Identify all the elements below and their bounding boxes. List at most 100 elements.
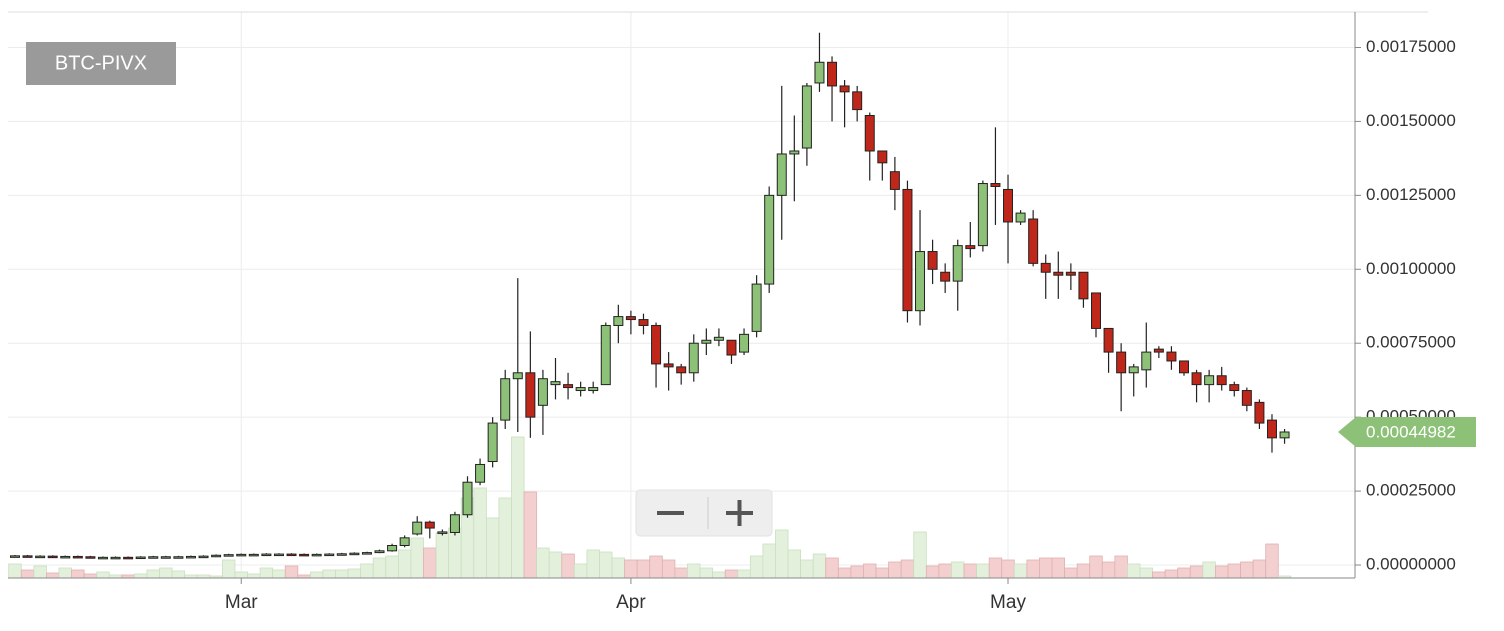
volume-bar bbox=[309, 571, 324, 579]
volume-bar bbox=[775, 529, 789, 579]
candle-body bbox=[47, 555, 58, 559]
volume-bar bbox=[133, 573, 148, 579]
volume-bar bbox=[925, 565, 940, 579]
candle-body bbox=[324, 553, 335, 557]
zoom-out-button[interactable] bbox=[638, 492, 704, 534]
volume-bar bbox=[498, 497, 512, 579]
candle-body bbox=[299, 553, 310, 557]
volume-bar bbox=[448, 527, 462, 579]
volume-bar bbox=[611, 557, 626, 579]
volume-bar bbox=[712, 571, 726, 579]
volume-bar bbox=[825, 557, 839, 579]
volume-bar bbox=[875, 567, 890, 579]
zoom-in-button[interactable] bbox=[710, 492, 770, 534]
y-tick-label: 0.00125000 bbox=[1366, 185, 1456, 204]
volume-bar bbox=[20, 569, 35, 579]
volume-bar bbox=[951, 561, 965, 579]
volume-bar bbox=[1240, 561, 1254, 579]
last-price-bg bbox=[1338, 416, 1476, 447]
volume-bar bbox=[46, 572, 60, 579]
volume-bar bbox=[1265, 543, 1279, 579]
candle-body bbox=[927, 251, 938, 270]
volume-bar bbox=[938, 563, 952, 579]
candle-body bbox=[437, 531, 448, 534]
candle-body bbox=[1040, 262, 1051, 273]
y-tick-label: 0.00150000 bbox=[1366, 111, 1456, 130]
volume-bar bbox=[1089, 555, 1103, 579]
candle-body bbox=[739, 333, 750, 353]
candle-body bbox=[1166, 351, 1177, 362]
volume-bar bbox=[322, 569, 336, 579]
candle-body bbox=[827, 61, 838, 87]
candle-body bbox=[1028, 218, 1039, 264]
volume-bar bbox=[71, 569, 85, 579]
candle-body bbox=[764, 194, 775, 285]
volume-bar bbox=[649, 555, 663, 579]
volume-bar bbox=[1114, 555, 1128, 579]
volume-bar bbox=[988, 557, 1003, 579]
volume-bar bbox=[284, 565, 299, 579]
candle-body bbox=[1204, 375, 1215, 386]
volume-bar bbox=[762, 543, 776, 579]
candle-body bbox=[1279, 431, 1290, 439]
volume-bar bbox=[699, 567, 714, 579]
volume-bar bbox=[171, 570, 186, 579]
volume-bar bbox=[599, 551, 613, 579]
candle-body bbox=[349, 552, 360, 556]
candle-body bbox=[487, 422, 498, 463]
candle-body bbox=[688, 342, 699, 374]
candle-body bbox=[160, 556, 171, 559]
candle-body bbox=[173, 556, 184, 559]
candle-body bbox=[801, 85, 812, 149]
candle-body bbox=[952, 245, 963, 282]
candle-body bbox=[462, 481, 473, 516]
candle-body bbox=[236, 553, 247, 557]
volume-bar bbox=[247, 573, 261, 579]
volume-bar bbox=[58, 567, 72, 579]
volume-bar bbox=[573, 563, 588, 579]
candle-body bbox=[1078, 271, 1089, 300]
candle-body bbox=[751, 283, 762, 332]
candle-body bbox=[1178, 360, 1189, 374]
candle-body bbox=[600, 324, 611, 386]
volume-bar bbox=[473, 487, 487, 579]
candle-body bbox=[588, 387, 599, 392]
volume-bar bbox=[548, 551, 563, 579]
candle-body bbox=[261, 553, 272, 557]
volume-bar bbox=[737, 569, 751, 579]
volume-bar bbox=[83, 573, 98, 579]
zoom-control bbox=[635, 489, 773, 537]
x-tick-label: Apr bbox=[616, 592, 646, 613]
volume-bar bbox=[913, 531, 927, 579]
badge-bg bbox=[26, 42, 176, 85]
candle-body bbox=[1153, 348, 1164, 353]
candle-body bbox=[9, 555, 20, 558]
y-tick-label: 0.00175000 bbox=[1366, 37, 1456, 56]
volume-bar bbox=[1164, 569, 1179, 579]
candle-body bbox=[965, 245, 976, 250]
candle-body bbox=[814, 61, 825, 84]
y-tick-label: 0.00075000 bbox=[1366, 333, 1456, 352]
volume-bar bbox=[1013, 563, 1028, 579]
candle-body bbox=[399, 537, 410, 546]
candle-body bbox=[198, 555, 209, 559]
candle-body bbox=[940, 271, 951, 282]
y-tick-label: 0.00000000 bbox=[1366, 555, 1456, 574]
candle-body bbox=[336, 553, 347, 556]
candle-body bbox=[412, 521, 423, 535]
candle-body bbox=[1116, 351, 1127, 374]
volume-bar bbox=[485, 517, 500, 579]
candle-body bbox=[1003, 188, 1014, 223]
candle-body bbox=[701, 339, 712, 344]
volume-bar bbox=[33, 565, 47, 579]
candle-body bbox=[915, 251, 926, 312]
candle-body bbox=[1128, 366, 1139, 374]
candle-body bbox=[651, 324, 662, 365]
candle-body bbox=[1015, 212, 1026, 223]
volume-bar bbox=[1189, 565, 1204, 579]
title-badge: BTC-PIVX bbox=[26, 42, 176, 85]
volume-bar bbox=[1252, 559, 1267, 579]
candle-body bbox=[286, 553, 297, 557]
volume-bar bbox=[1215, 565, 1229, 579]
volume-bar bbox=[724, 569, 739, 579]
